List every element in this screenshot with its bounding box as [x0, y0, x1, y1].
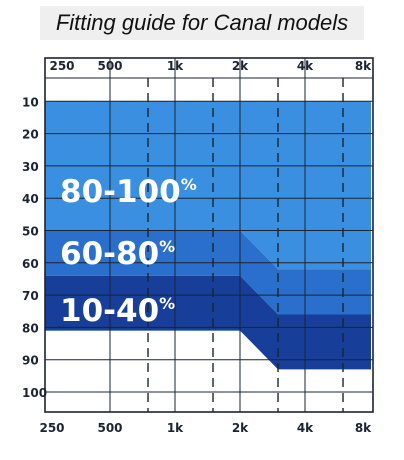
zone-3-area	[45, 275, 371, 370]
bottom-tick-label-8k: 8k	[355, 421, 372, 435]
bottom-tick-label-250: 250	[39, 421, 64, 435]
bottom-tick-label-4k: 4k	[297, 421, 314, 435]
bottom-tick-label-2k: 2k	[232, 421, 249, 435]
db-tick-label-20: 20	[22, 128, 39, 142]
zone-2-area	[45, 230, 371, 315]
bottom-tick-label-1k: 1k	[167, 421, 184, 435]
zone-labels: 80-100% 60-80% 10-40%	[60, 174, 197, 329]
db-tick-label-90: 90	[22, 354, 39, 368]
chart-frame	[44, 57, 374, 413]
zone-label-3: 10-40%	[60, 293, 175, 329]
top-tick-label-500: 500	[97, 59, 122, 73]
db-tick-label-50: 50	[22, 225, 39, 239]
top-tick-label-1k: 1k	[167, 59, 184, 73]
zone-label-2: 60-80%	[60, 236, 175, 272]
bottom-frequency-axis: 250 500 1k 2k 4k 8k	[39, 421, 372, 435]
grid-layer	[44, 57, 374, 413]
top-tick-label-250: 250	[49, 59, 74, 73]
top-tick-label-2k: 2k	[232, 59, 249, 73]
db-tick-label-70: 70	[22, 289, 39, 303]
db-tick-label-30: 30	[22, 160, 39, 174]
top-frequency-axis: 250 500 1k 2k 4k 8k	[49, 59, 372, 73]
db-tick-label-60: 60	[22, 257, 39, 271]
chart-title: Fitting guide for Canal models	[55, 10, 349, 35]
zones-layer	[45, 101, 371, 370]
db-tick-label-10: 10	[22, 95, 39, 109]
top-tick-label-8k: 8k	[355, 59, 372, 73]
title-band: Fitting guide for Canal models	[40, 6, 364, 40]
db-tick-label-80: 80	[22, 321, 39, 335]
zone-label-1: 80-100%	[60, 174, 197, 210]
db-axis: 10 20 30 40 50 60 70 80 90 100	[22, 95, 47, 400]
zone-1-area	[45, 101, 371, 270]
db-tick-label-40: 40	[22, 192, 39, 206]
bottom-tick-label-500: 500	[97, 421, 122, 435]
db-tick-label-100: 100	[22, 386, 47, 400]
top-tick-label-4k: 4k	[297, 59, 314, 73]
